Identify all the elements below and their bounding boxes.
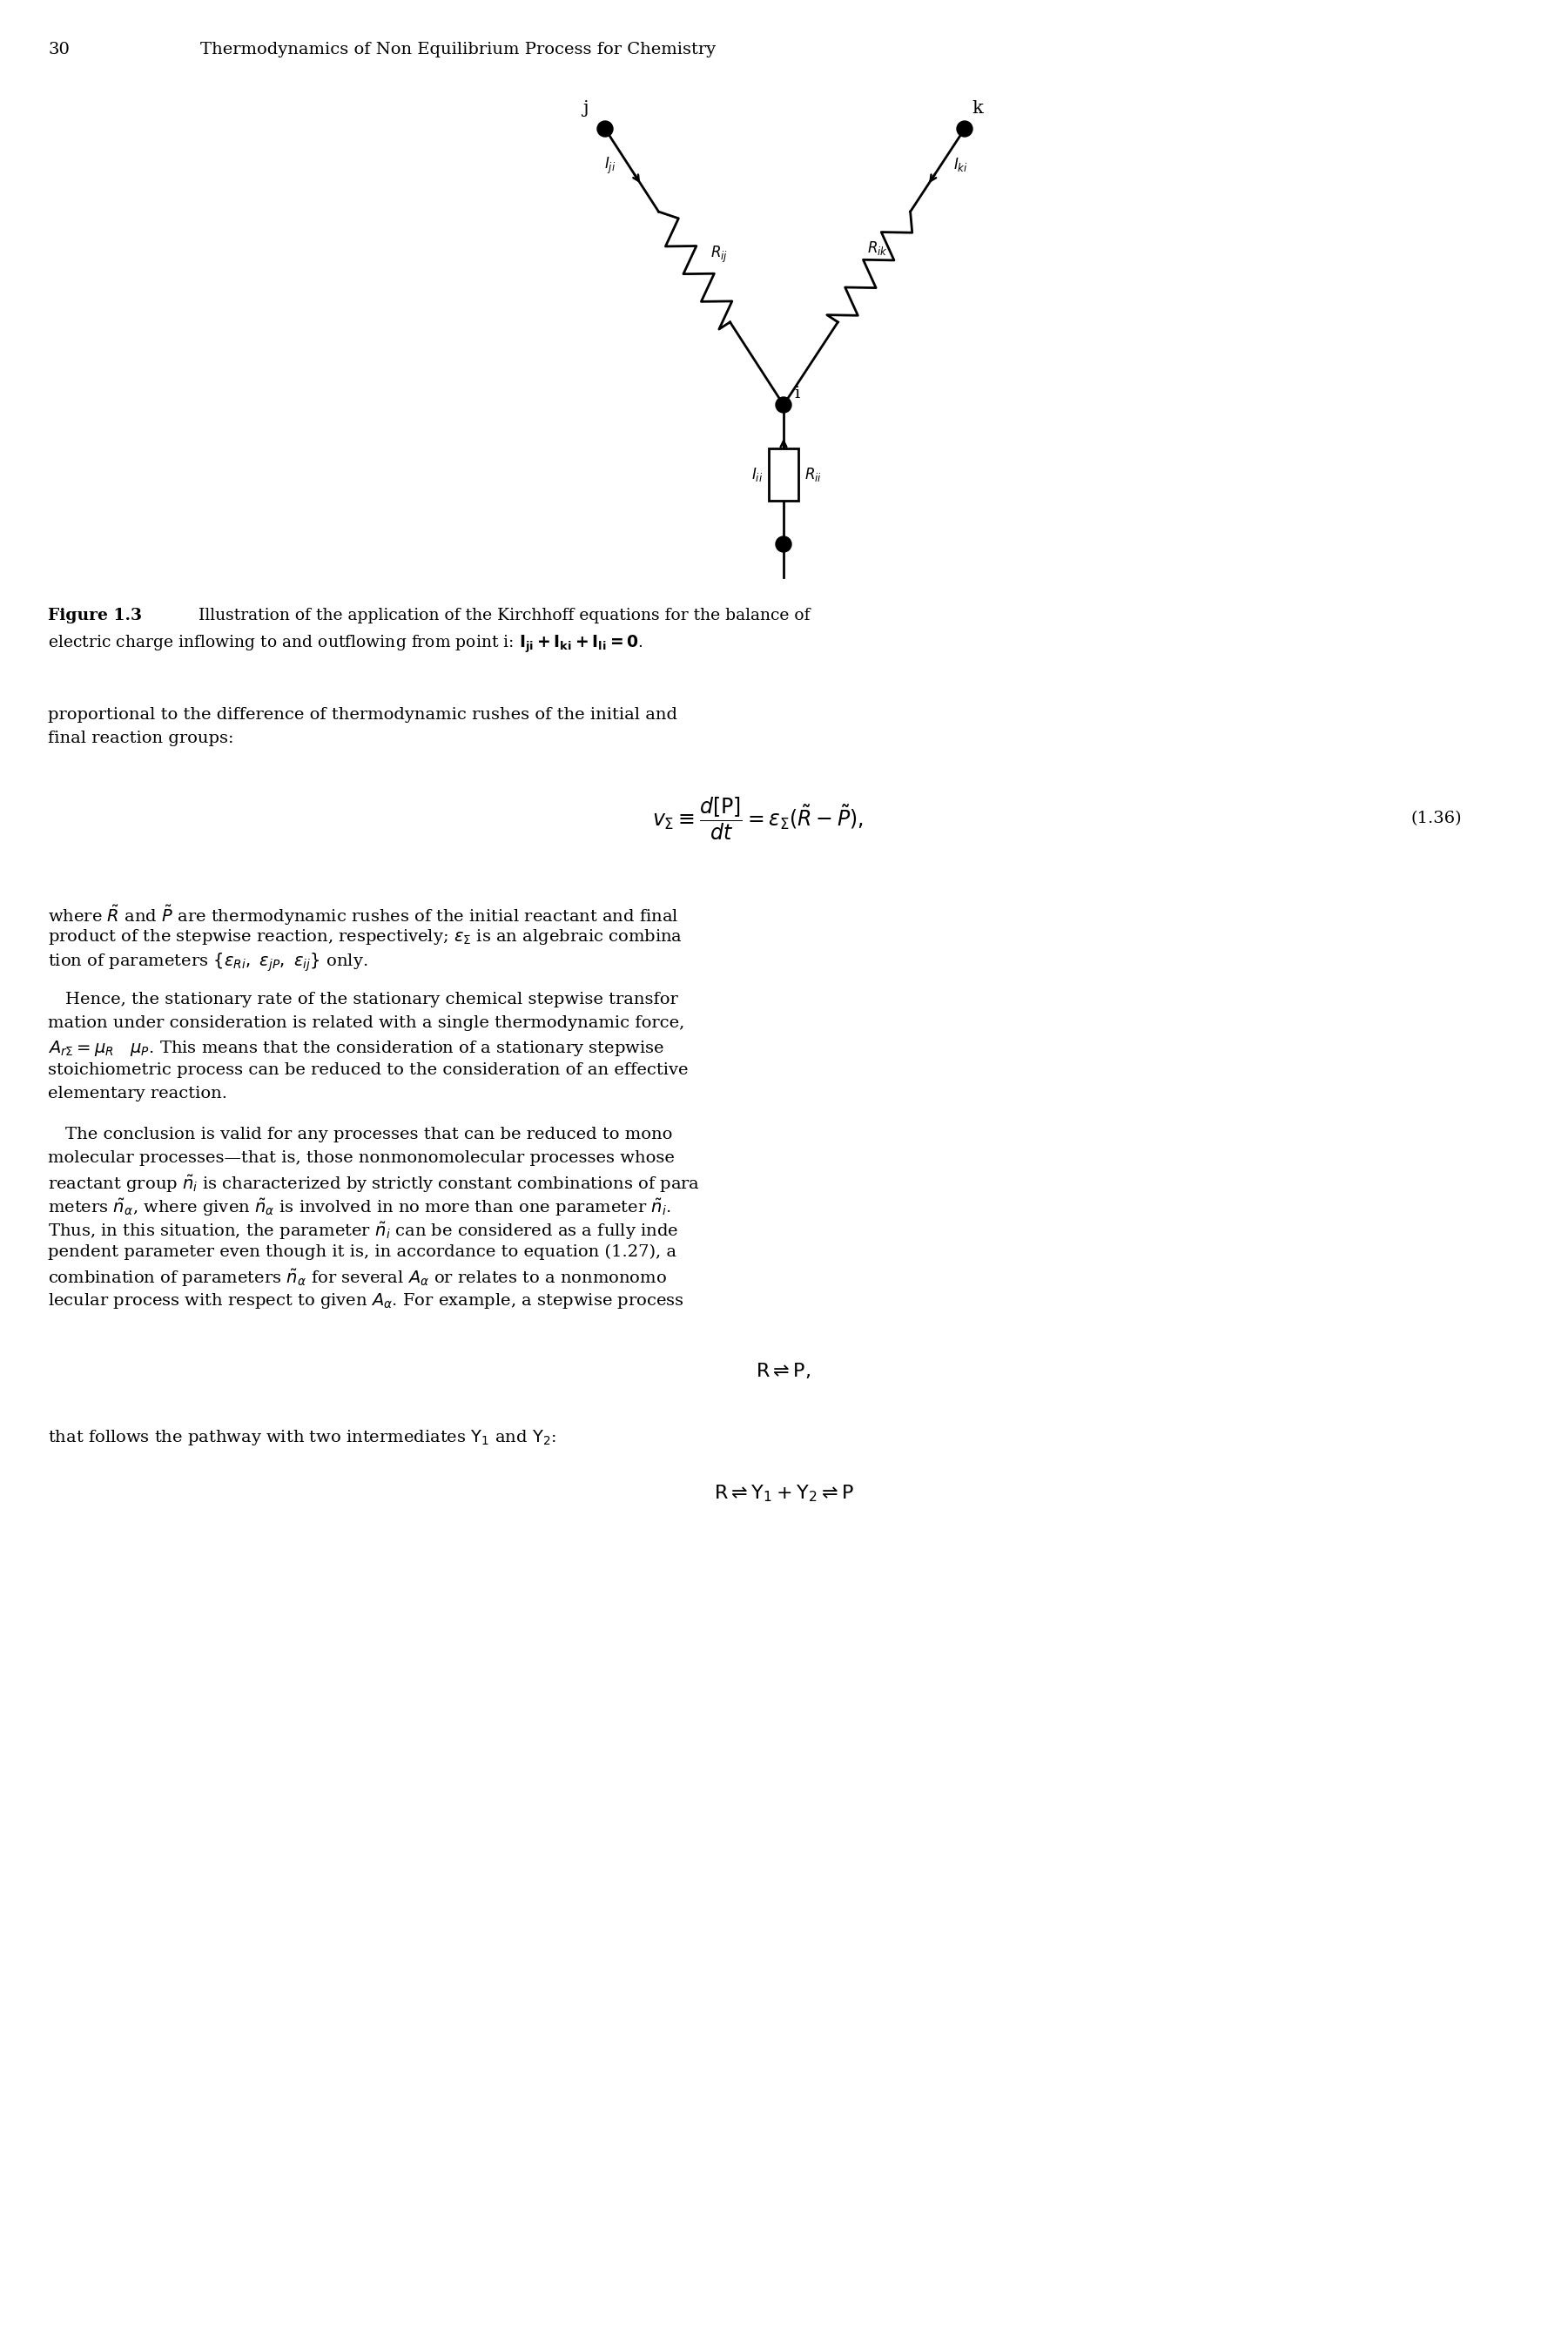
Text: molecular processes—that is, those nonmonomolecular processes whose: molecular processes—that is, those nonmo… <box>49 1150 674 1166</box>
Text: $R_{ik}$: $R_{ik}$ <box>867 240 887 256</box>
Bar <box>768 449 798 501</box>
Text: The conclusion is valid for any processes that can be reduced to mono: The conclusion is valid for any processe… <box>66 1126 673 1143</box>
Text: stoichiometric process can be reduced to the consideration of an effective: stoichiometric process can be reduced to… <box>49 1063 688 1079</box>
Circle shape <box>956 120 972 136</box>
Text: 30: 30 <box>49 42 69 56</box>
Text: Thus, in this situation, the parameter $\tilde{n}_i$ can be considered as a full: Thus, in this situation, the parameter $… <box>49 1220 679 1241</box>
Text: combination of parameters $\tilde{n}_\alpha$ for several $A_\alpha$ or relates t: combination of parameters $\tilde{n}_\al… <box>49 1267 666 1288</box>
Text: Figure 1.3: Figure 1.3 <box>49 609 143 623</box>
Circle shape <box>776 397 792 414</box>
Text: (1.36): (1.36) <box>1411 811 1461 825</box>
Text: $v_\Sigma \equiv \dfrac{d[\mathrm{P}]}{dt} = \varepsilon_\Sigma(\tilde{R} - \til: $v_\Sigma \equiv \dfrac{d[\mathrm{P}]}{d… <box>652 795 862 842</box>
Text: Hence, the stationary rate of the stationary chemical stepwise transfor: Hence, the stationary rate of the statio… <box>66 992 677 1009</box>
Text: where $\tilde{R}$ and $\tilde{P}$ are thermodynamic rushes of the initial reacta: where $\tilde{R}$ and $\tilde{P}$ are th… <box>49 903 679 926</box>
Text: $I_{ii}$: $I_{ii}$ <box>751 465 762 484</box>
Text: proportional to the difference of thermodynamic rushes of the initial and: proportional to the difference of thermo… <box>49 708 677 722</box>
Text: mation under consideration is related with a single thermodynamic force,: mation under consideration is related wi… <box>49 1016 685 1032</box>
Text: $\mathrm{R} \rightleftharpoons \mathrm{P},$: $\mathrm{R} \rightleftharpoons \mathrm{P… <box>756 1361 811 1380</box>
Text: j: j <box>583 101 590 118</box>
Text: Illustration of the application of the Kirchhoff equations for the balance of: Illustration of the application of the K… <box>183 609 811 623</box>
Text: meters $\tilde{n}_\alpha$, where given $\tilde{n}_\alpha$ is involved in no more: meters $\tilde{n}_\alpha$, where given $… <box>49 1197 671 1218</box>
Text: $A_{r\Sigma} = \mu_R \quad \mu_P$. This means that the consideration of a statio: $A_{r\Sigma} = \mu_R \quad \mu_P$. This … <box>49 1039 665 1058</box>
Text: k: k <box>972 101 983 118</box>
Text: reactant group $\tilde{n}_i$ is characterized by strictly constant combinations : reactant group $\tilde{n}_i$ is characte… <box>49 1173 699 1194</box>
Text: that follows the pathway with two intermediates $\mathrm{Y}_1$ and $\mathrm{Y}_2: that follows the pathway with two interm… <box>49 1427 557 1448</box>
Text: i: i <box>793 386 800 402</box>
Text: lecular process with respect to given $A_\alpha$. For example, a stepwise proces: lecular process with respect to given $A… <box>49 1291 684 1310</box>
Circle shape <box>597 120 613 136</box>
Text: pendent parameter even though it is, in accordance to equation (1.27), a: pendent parameter even though it is, in … <box>49 1244 676 1260</box>
Text: $\mathrm{R} \rightleftharpoons \mathrm{Y}_1 + \mathrm{Y}_2 \rightleftharpoons \m: $\mathrm{R} \rightleftharpoons \mathrm{Y… <box>713 1483 853 1505</box>
Text: elementary reaction.: elementary reaction. <box>49 1086 227 1103</box>
Text: product of the stepwise reaction, respectively; $\varepsilon_\Sigma$ is an algeb: product of the stepwise reaction, respec… <box>49 926 682 947</box>
Text: $R_{ii}$: $R_{ii}$ <box>804 465 822 484</box>
Circle shape <box>776 536 792 552</box>
Text: Thermodynamics of Non Equilibrium Process for Chemistry: Thermodynamics of Non Equilibrium Proces… <box>201 42 715 56</box>
Text: electric charge inflowing to and outflowing from point i: $\mathbf{I_{ji} + I_{k: electric charge inflowing to and outflow… <box>49 632 643 654</box>
Text: $I_{ki}$: $I_{ki}$ <box>953 155 967 174</box>
Text: $I_{ji}$: $I_{ji}$ <box>605 155 616 176</box>
Text: $R_{ij}$: $R_{ij}$ <box>710 245 728 266</box>
Text: final reaction groups:: final reaction groups: <box>49 731 234 745</box>
Text: tion of parameters $\{\varepsilon_{Ri},\ \varepsilon_{jP},\ \varepsilon_{ij}\}$ : tion of parameters $\{\varepsilon_{Ri},\… <box>49 950 368 973</box>
